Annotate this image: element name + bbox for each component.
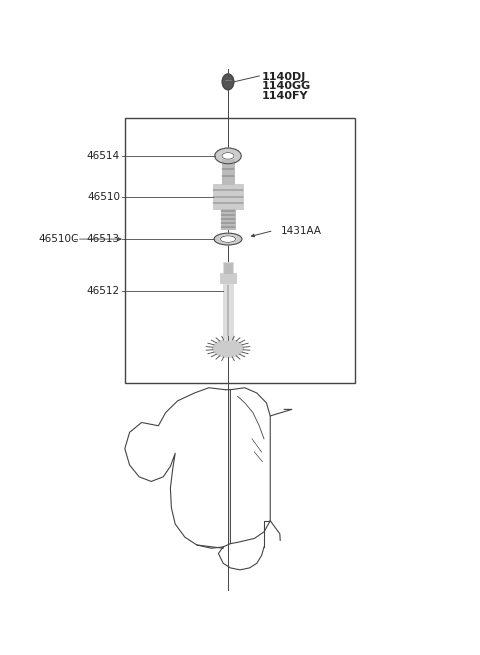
Bar <box>125 118 355 383</box>
Bar <box>213 184 243 209</box>
Circle shape <box>222 74 234 90</box>
Text: 46512: 46512 <box>87 286 120 297</box>
Text: 1140GG: 1140GG <box>262 81 311 92</box>
Bar <box>224 263 232 273</box>
Text: 46514: 46514 <box>87 151 120 161</box>
Ellipse shape <box>222 153 234 159</box>
Bar <box>220 209 235 229</box>
Ellipse shape <box>215 148 241 164</box>
Ellipse shape <box>213 340 243 357</box>
Ellipse shape <box>220 236 236 242</box>
Ellipse shape <box>214 233 242 245</box>
Bar <box>220 273 236 283</box>
Bar <box>222 159 234 184</box>
Text: 46510: 46510 <box>87 191 120 202</box>
Text: 1140DJ: 1140DJ <box>262 72 306 83</box>
Bar <box>223 262 233 340</box>
Text: 1140FY: 1140FY <box>262 90 308 101</box>
Text: 46513: 46513 <box>87 234 120 244</box>
Text: 1431AA: 1431AA <box>281 226 322 236</box>
Text: 46510C: 46510C <box>38 234 79 244</box>
